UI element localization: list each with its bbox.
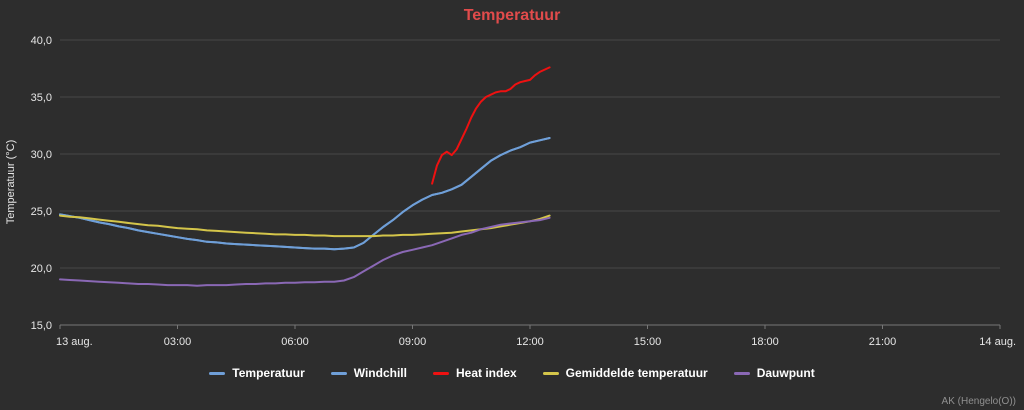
legend-marker-dauwpunt — [733, 371, 750, 375]
x-tick-label: 15:00 — [634, 336, 662, 348]
x-tick-label: 13 aug. — [56, 336, 93, 348]
legend-marker-gemiddelde-temperatuur — [542, 371, 559, 375]
series-line-heat-index — [431, 66, 551, 185]
y-tick-label: 15,0 — [31, 320, 52, 332]
legend-label: Temperatuur — [232, 366, 305, 380]
legend-item-dauwpunt[interactable]: Dauwpunt — [733, 366, 815, 380]
legend-item-gemiddelde-temperatuur[interactable]: Gemiddelde temperatuur — [542, 366, 708, 380]
legend-label: Heat index — [455, 366, 517, 380]
x-tick-label: 06:00 — [281, 336, 309, 348]
y-tick-label: 40,0 — [31, 35, 52, 47]
y-tick-label: 25,0 — [31, 206, 52, 218]
temperature-chart[interactable]: Temperatuur (°C) 40,0 35,0 30,0 25,0 20,0 15,… — [0, 26, 1024, 358]
x-tick-label: 09:00 — [399, 336, 427, 348]
series-line-temperatuur — [59, 137, 551, 251]
legend-item-heat-index[interactable]: Heat index — [432, 366, 517, 380]
legend-marker-windchill — [330, 371, 347, 375]
legend-marker-heat-index — [432, 371, 449, 375]
legend-label: Gemiddelde temperatuur — [565, 366, 708, 380]
legend-marker-temperatuur — [209, 371, 226, 375]
series-line-dauwpunt — [59, 216, 551, 287]
y-axis-title: Temperatuur (°C) — [5, 140, 17, 224]
legend-label: Dauwpunt — [756, 366, 815, 380]
x-tick-label: 03:00 — [164, 336, 192, 348]
series-line-windchill — [59, 137, 551, 251]
legend-label: Windchill — [353, 366, 407, 380]
x-tick-label: 12:00 — [516, 336, 544, 348]
chart-title: Temperatuur — [463, 7, 561, 24]
chart-legend: Temperatuur Windchill Heat index Gemiddelde… — [0, 362, 1024, 384]
x-tick-label: 21:00 — [869, 336, 897, 348]
x-tick-label: 18:00 — [751, 336, 779, 348]
y-tick-label: 30,0 — [31, 149, 52, 161]
footer-credit: AK (Hengelo(O)) — [941, 396, 1016, 407]
series-line-gemiddelde-temperatuur — [59, 214, 551, 238]
legend-item-windchill[interactable]: Windchill — [330, 366, 407, 380]
y-tick-label: 20,0 — [31, 263, 52, 275]
x-tick-label: 14 aug. — [979, 336, 1016, 348]
legend-item-temperatuur[interactable]: Temperatuur — [209, 366, 305, 380]
y-tick-label: 35,0 — [31, 92, 52, 104]
